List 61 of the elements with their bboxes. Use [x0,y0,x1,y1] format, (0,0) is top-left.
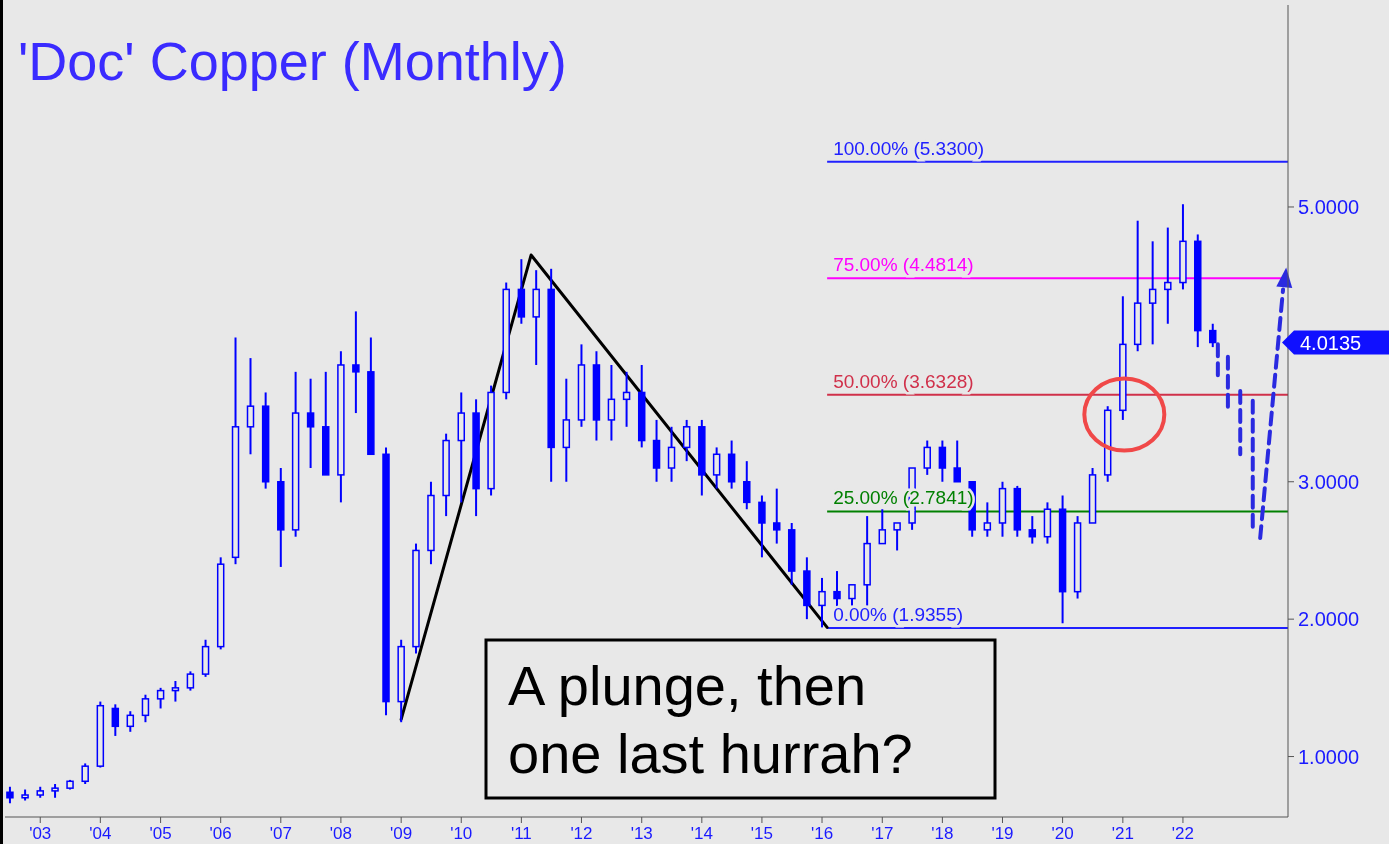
x-tick-label: '19 [991,824,1014,843]
candlestick [848,583,856,607]
candlestick [712,446,721,490]
x-tick-label: '08 [329,824,352,843]
x-tick-label: '09 [390,824,413,843]
candlestick [878,508,887,545]
x-tick-label: '15 [750,824,773,843]
candlestick [818,576,826,629]
y-tick-label: 3.0000 [1298,470,1360,493]
x-tick-label: '11 [510,824,532,843]
candlestick [111,703,120,737]
candlestick [1148,240,1157,346]
candlestick [81,762,89,786]
x-tick-label: '17 [871,824,894,843]
candlestick [923,439,931,476]
x-tick-label: '13 [630,824,653,843]
candlestick [352,310,360,415]
candlestick [1028,515,1037,545]
candlestick [156,686,165,710]
y-tick-label: 5.0000 [1298,195,1360,218]
candlestick [186,670,195,692]
candlestick [1209,322,1217,349]
y-tick-label: 1.0000 [1298,745,1360,768]
x-tick-label: '10 [450,824,473,843]
candlestick [171,679,180,703]
ref-line-label: 100.00% (5.3300) [833,137,985,159]
candlestick [938,439,947,483]
x-tick-label: '20 [1051,824,1074,843]
candlestick [772,487,781,545]
x-tick-label: '07 [269,824,292,843]
candlestick [246,357,255,456]
x-tick-label: '12 [570,824,593,843]
x-tick-label: '21 [1111,824,1134,843]
x-tick-label: '06 [209,824,232,843]
x-tick-label: '18 [931,824,954,843]
candlestick [1164,226,1172,325]
candlestick [607,363,616,442]
candlestick [622,370,631,428]
candlestick [126,710,135,733]
x-tick-label: '03 [29,824,52,843]
text: 4.0135 [1300,331,1362,354]
candlestick [306,377,315,470]
candlestick [743,460,751,511]
x-tick-label: '05 [149,824,172,843]
ref-line-label: 75.00% (4.4814) [833,254,974,276]
candlestick [682,418,691,463]
candlestick [141,693,150,724]
y-tick-label: 2.0000 [1298,608,1360,631]
text: 'Doc' Copper (Monthly) [18,31,567,91]
annotation: A plunge, then one last hurrah? [508,654,913,785]
candlestick [983,501,992,538]
ref-line-label: 0.00% (1.9355) [833,604,964,626]
candlestick [758,494,766,559]
x-tick-label: '22 [1171,824,1195,843]
x-tick-label: '16 [810,824,834,843]
ref-line-label: 50.00% (3.6328) [833,370,974,392]
candlestick [667,425,676,483]
x-tick-label: '14 [690,824,713,843]
candlestick [953,439,961,483]
candlestick [893,521,901,552]
x-tick-label: '04 [89,824,112,843]
